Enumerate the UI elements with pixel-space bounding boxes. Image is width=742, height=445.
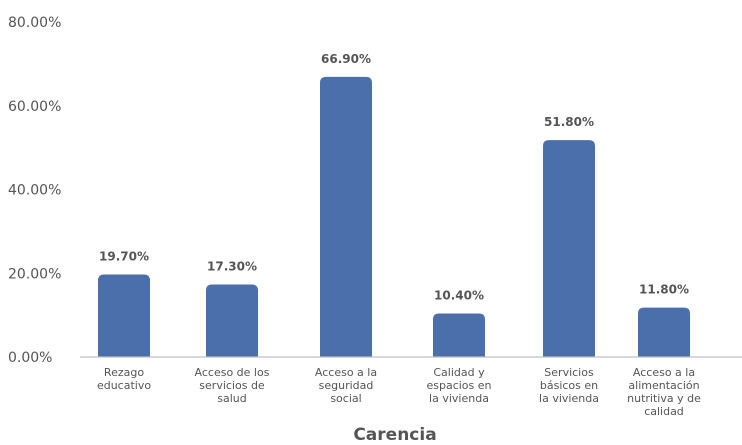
category-label: Acceso a la seguridad social [315, 366, 377, 405]
category-label: Acceso de los servicios de salud [195, 366, 270, 405]
data-label: 66.90% [321, 52, 371, 66]
bar [433, 313, 485, 357]
y-tick-label: 0.00% [8, 350, 52, 366]
y-tick-label: 20.00% [8, 266, 61, 282]
bars [98, 76, 690, 357]
category-label: Calidad y espacios en la vivienda [426, 366, 491, 405]
y-tick-label: 40.00% [8, 183, 61, 199]
y-tick-label: 80.00% [8, 15, 61, 31]
bar [206, 284, 258, 357]
category-label: Servicios básicos en la vivienda [539, 366, 599, 405]
x-axis-title: Carencia [353, 425, 436, 445]
y-tick-label: 60.00% [8, 99, 61, 115]
category-label: Rezago educativo [97, 366, 151, 392]
category-labels: Rezago educativo Acceso de los servicios de… [97, 366, 701, 418]
bar [98, 274, 150, 357]
bar [320, 76, 372, 357]
data-label: 51.80% [544, 115, 594, 129]
bar [543, 140, 595, 357]
data-label: 11.80% [639, 283, 689, 297]
y-axis-ticks: 0.00% 20.00% 40.00% 60.00% 80.00% [8, 15, 61, 366]
data-label: 19.70% [99, 250, 149, 264]
category-label: Acceso a la alimentación nutritiva y de cal… [627, 366, 701, 418]
data-label: 10.40% [434, 288, 484, 302]
data-label: 17.30% [207, 260, 257, 274]
bar [638, 307, 690, 357]
data-labels: 19.70% 17.30% 66.90% 10.40% 51.80% 11.80% [99, 52, 689, 303]
